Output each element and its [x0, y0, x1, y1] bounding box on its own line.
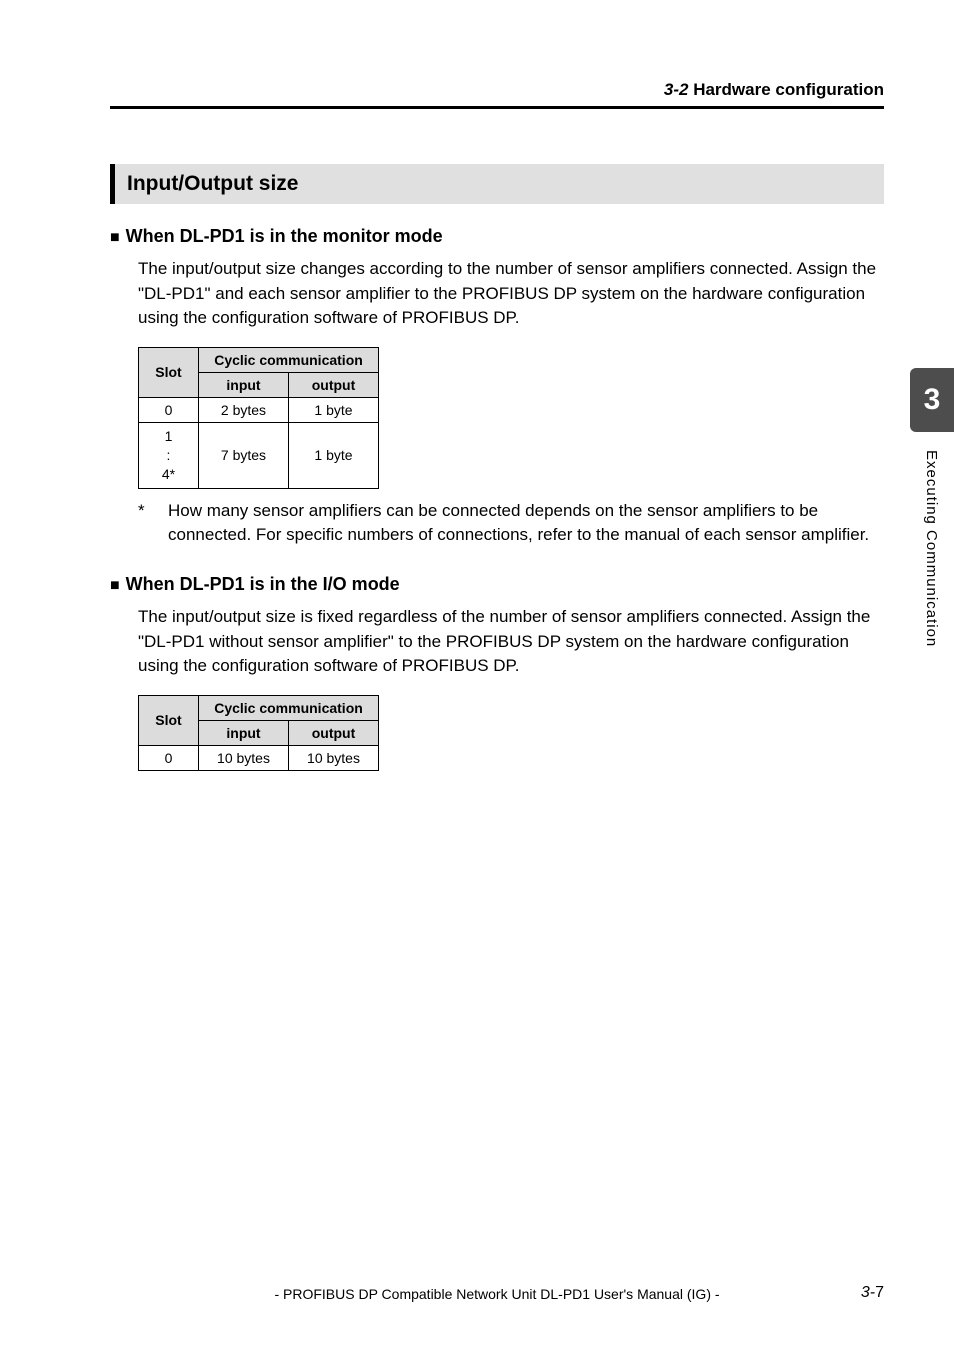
paragraph-monitor: The input/output size changes according …: [138, 257, 884, 331]
table-io-mode: Slot Cyclic communication input output 0…: [138, 695, 379, 771]
square-bullet-icon: ■: [110, 229, 120, 246]
table-monitor-mode: Slot Cyclic communication input output 0…: [138, 347, 379, 489]
cell-slot: 0: [139, 745, 199, 770]
page-chapter: 3-: [861, 1284, 875, 1301]
th-cyclic: Cyclic communication: [199, 347, 379, 372]
subheading-monitor-mode: ■ When DL-PD1 is in the monitor mode: [110, 226, 884, 247]
footnote-mark: *: [138, 499, 168, 548]
th-slot: Slot: [139, 347, 199, 397]
chapter-tab: 3: [910, 368, 954, 432]
square-bullet-icon: ■: [110, 577, 120, 594]
page-num-digit: 7: [875, 1284, 884, 1301]
page-number: 3-7: [861, 1284, 884, 1302]
cell-output: 1 byte: [289, 422, 379, 488]
table-row: 1 : 4* 7 bytes 1 byte: [139, 422, 379, 488]
header-rule: [110, 106, 884, 109]
cell-slot: 0: [139, 397, 199, 422]
footnote-monitor: * How many sensor amplifiers can be conn…: [138, 499, 884, 548]
th-cyclic: Cyclic communication: [199, 695, 379, 720]
section-title-text: Hardware configuration: [693, 80, 884, 99]
chapter-side-label: Executing Communication: [923, 450, 940, 647]
cell-output: 10 bytes: [289, 745, 379, 770]
th-input: input: [199, 372, 289, 397]
table-row: 0 10 bytes 10 bytes: [139, 745, 379, 770]
footnote-text: How many sensor amplifiers can be connec…: [168, 499, 884, 548]
th-slot: Slot: [139, 695, 199, 745]
subheading-io-text: When DL-PD1 is in the I/O mode: [126, 574, 400, 594]
section-heading: Input/Output size: [110, 164, 884, 204]
cell-output: 1 byte: [289, 397, 379, 422]
subheading-monitor-text: When DL-PD1 is in the monitor mode: [126, 226, 443, 246]
th-input: input: [199, 720, 289, 745]
cell-input: 2 bytes: [199, 397, 289, 422]
cell-slot: 1 : 4*: [139, 422, 199, 488]
subheading-io-mode: ■ When DL-PD1 is in the I/O mode: [110, 574, 884, 595]
paragraph-io: The input/output size is fixed regardles…: [138, 605, 884, 679]
th-output: output: [289, 720, 379, 745]
th-output: output: [289, 372, 379, 397]
section-number: 3-2: [664, 80, 689, 99]
section-title: Hardware configuration: [693, 80, 884, 99]
footer-text: - PROFIBUS DP Compatible Network Unit DL…: [110, 1286, 884, 1302]
cell-input: 7 bytes: [199, 422, 289, 488]
table-row: 0 2 bytes 1 byte: [139, 397, 379, 422]
cell-input: 10 bytes: [199, 745, 289, 770]
page-header: 3-2 Hardware configuration: [110, 80, 884, 100]
